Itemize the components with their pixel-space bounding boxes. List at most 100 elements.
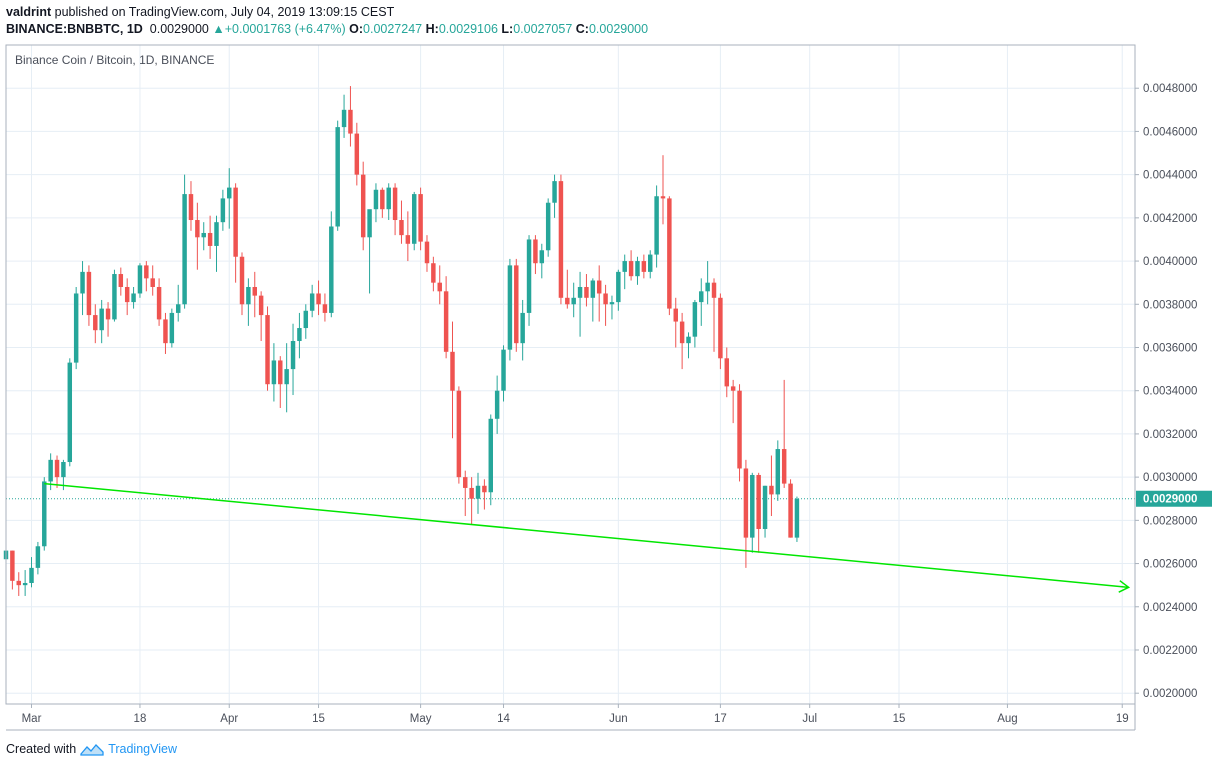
candle-body bbox=[743, 468, 749, 538]
open-value: 0.0027247 bbox=[363, 22, 423, 36]
candle-body bbox=[182, 194, 187, 305]
candle-body bbox=[756, 474, 761, 529]
candle-body bbox=[405, 235, 411, 244]
y-tick-label: 0.0044000 bbox=[1143, 170, 1197, 182]
candle-body bbox=[54, 459, 60, 478]
candle-body bbox=[526, 239, 532, 313]
candle-body bbox=[239, 256, 245, 305]
candle-body bbox=[316, 293, 321, 305]
candle-body bbox=[163, 319, 168, 344]
grid bbox=[6, 45, 1135, 704]
tradingview-brand-link[interactable]: TradingView bbox=[108, 742, 177, 756]
candle-body bbox=[565, 297, 570, 305]
candle-body bbox=[329, 226, 334, 313]
trendline-arrow-icon bbox=[1118, 580, 1131, 593]
candle-body bbox=[290, 341, 296, 370]
candle-body bbox=[48, 459, 53, 482]
candle-body bbox=[201, 232, 206, 238]
candle-body bbox=[660, 196, 666, 199]
candle-body bbox=[169, 312, 175, 344]
y-axis[interactable]: 0.0020000 0.0022000 0.0024000 0.0026000 0.00… bbox=[1135, 83, 1212, 700]
candle-body bbox=[711, 282, 717, 298]
trendline[interactable] bbox=[44, 482, 1131, 593]
candle-body bbox=[220, 198, 226, 223]
publish-info: valdrint published on TradingView.com, J… bbox=[6, 5, 394, 19]
candle-body bbox=[131, 293, 136, 303]
candle-body bbox=[380, 189, 385, 210]
candle-body bbox=[730, 386, 736, 391]
last-price-label: 0.0029000 bbox=[1143, 494, 1197, 506]
candle-body bbox=[641, 261, 647, 272]
candle-body bbox=[463, 477, 468, 488]
candle-body bbox=[252, 286, 257, 296]
candle-body bbox=[679, 321, 685, 344]
y-tick-label: 0.0022000 bbox=[1143, 645, 1197, 657]
candle-body bbox=[258, 295, 264, 316]
footer: Created with TradingView bbox=[6, 742, 177, 756]
candle-body bbox=[348, 109, 353, 134]
candle-body bbox=[781, 449, 787, 484]
author-name[interactable]: valdrint bbox=[6, 5, 52, 19]
candle-body bbox=[635, 261, 640, 277]
candle-body bbox=[507, 265, 513, 350]
symbol-name: BINANCE:BNBBTC, 1D bbox=[6, 22, 143, 36]
y-tick-label: 0.0048000 bbox=[1143, 83, 1197, 95]
candle-body bbox=[207, 232, 213, 246]
candle-body bbox=[482, 485, 487, 493]
chart-frame bbox=[5, 44, 1136, 705]
y-tick-label: 0.0034000 bbox=[1143, 386, 1197, 398]
candle-body bbox=[616, 271, 621, 303]
y-tick-label: 0.0040000 bbox=[1143, 256, 1197, 268]
x-tick-label: May bbox=[410, 713, 432, 725]
candle-body bbox=[112, 274, 117, 320]
symbol-info: BINANCE:BNBBTC, 1D 0.0029000 ▲+0.0001763… bbox=[6, 22, 648, 36]
candle-body bbox=[265, 315, 270, 385]
candle-body bbox=[469, 487, 474, 499]
candle-body bbox=[22, 583, 28, 586]
candle-body bbox=[424, 241, 430, 264]
candle-body bbox=[514, 265, 519, 344]
y-tick-label: 0.0028000 bbox=[1143, 515, 1197, 527]
candle-body bbox=[475, 485, 481, 499]
candle-body bbox=[150, 278, 155, 287]
x-tick-label: Jun bbox=[609, 713, 628, 725]
candle-body bbox=[558, 181, 564, 298]
candle-body bbox=[99, 308, 104, 331]
candles bbox=[3, 86, 800, 596]
candle-body bbox=[214, 222, 219, 246]
y-tick-label: 0.0026000 bbox=[1143, 559, 1197, 571]
candle-body bbox=[584, 286, 589, 298]
candle-body bbox=[654, 196, 659, 255]
y-tick-label: 0.0036000 bbox=[1143, 342, 1197, 354]
candle-body bbox=[437, 282, 442, 292]
x-tick-label: Jul bbox=[802, 713, 817, 725]
candle-body bbox=[354, 133, 360, 175]
candle-body bbox=[246, 286, 251, 305]
x-axis[interactable]: Mar 18 Apr 15 May 14 Jun 17 Jul 15 Aug 19 bbox=[22, 704, 1129, 725]
trendline-line[interactable] bbox=[44, 482, 1129, 589]
x-tick-label: 18 bbox=[134, 713, 147, 725]
candle-body bbox=[603, 293, 608, 305]
candle-body bbox=[227, 187, 232, 199]
candle-body bbox=[667, 198, 672, 309]
candle-body bbox=[156, 286, 162, 320]
y-tick-label: 0.0046000 bbox=[1143, 126, 1197, 138]
low-value: 0.0027057 bbox=[513, 22, 573, 36]
candle-body bbox=[596, 280, 602, 294]
candle-body bbox=[271, 360, 277, 385]
x-tick-label: 14 bbox=[497, 713, 510, 725]
candle-body bbox=[724, 358, 730, 387]
candle-body bbox=[86, 271, 92, 316]
candle-body bbox=[628, 261, 634, 277]
x-tick-label: Aug bbox=[997, 713, 1017, 725]
candle-body bbox=[622, 261, 627, 272]
candle-body bbox=[386, 187, 391, 210]
candle-body bbox=[571, 297, 576, 305]
candle-body bbox=[29, 567, 34, 584]
open-label: O: bbox=[349, 22, 364, 36]
candle-body bbox=[10, 550, 15, 581]
candle-body bbox=[80, 271, 85, 294]
candle-body bbox=[692, 302, 698, 337]
candle-body bbox=[609, 302, 615, 305]
